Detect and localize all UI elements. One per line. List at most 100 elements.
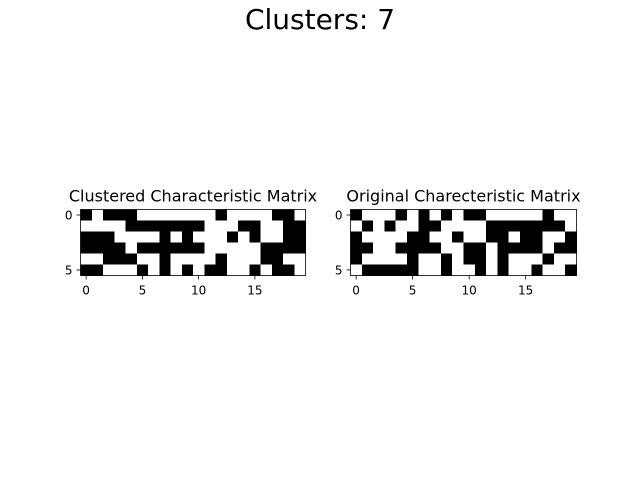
heatmap-cell <box>238 242 250 254</box>
heatmap-cell <box>429 264 442 276</box>
heatmap-cell <box>271 264 284 276</box>
heatmap-cell <box>103 220 115 232</box>
heatmap-cell <box>103 264 115 276</box>
heatmap-cell <box>114 242 126 254</box>
heatmap-cell <box>159 220 171 232</box>
heatmap-cell <box>520 220 532 232</box>
heatmap-cell <box>497 231 509 243</box>
heatmap-cell <box>531 253 543 265</box>
heatmap-cell <box>80 220 93 232</box>
heatmap-cell <box>148 231 160 243</box>
heatmap-cell <box>429 220 442 232</box>
heatmap-cell <box>204 242 216 254</box>
heatmap-cell <box>361 209 374 221</box>
heatmap-cell <box>215 253 228 265</box>
heatmap-cell <box>125 242 138 254</box>
heatmap-cell <box>170 264 183 276</box>
heatmap-cell <box>497 253 509 265</box>
heatmap-cell <box>80 242 93 254</box>
heatmap-cell <box>452 253 464 265</box>
heatmap-cell <box>148 264 160 276</box>
heatmap-cell <box>508 231 521 243</box>
heatmap-cell <box>114 220 126 232</box>
axes-frame <box>80 209 306 276</box>
heatmap-cell <box>361 220 374 232</box>
heatmap-cell <box>474 253 487 265</box>
heatmap-cell <box>384 253 396 265</box>
heatmap-cell <box>440 220 453 232</box>
heatmap-cell <box>384 209 396 221</box>
heatmap-cell <box>103 231 115 243</box>
heatmap-cell <box>283 264 295 276</box>
heatmap-cell <box>125 253 138 265</box>
heatmap-cell <box>181 231 194 243</box>
heatmap-cell <box>373 264 385 276</box>
heatmap-cell <box>215 264 228 276</box>
heatmap-cell <box>463 231 476 243</box>
x-tick-label: 0 <box>82 284 90 298</box>
heatmap-cell <box>531 220 543 232</box>
heatmap-cell <box>565 209 577 221</box>
heatmap-cell <box>260 264 273 276</box>
heatmap-cell <box>170 209 183 221</box>
heatmap-cell <box>91 220 104 232</box>
heatmap-cell <box>497 209 509 221</box>
heatmap-cell <box>159 264 171 276</box>
heatmap-cell <box>136 253 149 265</box>
heatmap-cell <box>531 264 543 276</box>
heatmap-cell <box>283 209 295 221</box>
x-tick-label: 15 <box>247 284 262 298</box>
heatmap-cell <box>181 253 194 265</box>
heatmap-cell <box>520 209 532 221</box>
heatmap-cell <box>407 242 419 254</box>
heatmap-cell <box>463 253 476 265</box>
heatmap-cell <box>204 220 216 232</box>
heatmap-cell <box>395 231 408 243</box>
heatmap-cell <box>429 253 442 265</box>
heatmap-cell <box>440 253 453 265</box>
heatmap-cell <box>395 209 408 221</box>
heatmap-cell <box>226 231 239 243</box>
heatmap-cell <box>520 231 532 243</box>
heatmap-cell <box>350 253 363 265</box>
heatmap-cell <box>170 220 183 232</box>
heatmap-cell <box>463 242 476 254</box>
heatmap-cell <box>80 231 93 243</box>
heatmap-cell <box>407 220 419 232</box>
heatmap-cell <box>181 264 194 276</box>
heatmap-cell <box>159 253 171 265</box>
heatmap-cell <box>114 209 126 221</box>
heatmap-cell <box>238 253 250 265</box>
heatmap-cell <box>542 220 555 232</box>
heatmap-cell <box>463 264 476 276</box>
heatmap-cell <box>395 220 408 232</box>
heatmap-cell <box>452 264 464 276</box>
heatmap-cell <box>249 264 261 276</box>
heatmap-cell <box>271 231 284 243</box>
heatmap-cell <box>193 220 205 232</box>
heatmap-cell <box>215 220 228 232</box>
heatmap-cell <box>508 253 521 265</box>
heatmap-cell <box>384 231 396 243</box>
heatmap-cell <box>373 209 385 221</box>
heatmap-cell <box>350 209 363 221</box>
heatmap-cell <box>429 209 442 221</box>
heatmap-cell <box>91 242 104 254</box>
heatmap-cell <box>193 242 205 254</box>
heatmap-cell <box>80 264 93 276</box>
heatmap-cell <box>249 220 261 232</box>
heatmap-cell <box>508 220 521 232</box>
heatmap-cell <box>215 231 228 243</box>
heatmap-cell <box>486 242 498 254</box>
heatmap-cell <box>418 264 430 276</box>
heatmap-cell <box>440 264 453 276</box>
heatmap-cell <box>350 264 363 276</box>
heatmap-cell <box>542 242 555 254</box>
heatmap-cell <box>215 242 228 254</box>
heatmap-cell <box>395 264 408 276</box>
heatmap-cell <box>520 242 532 254</box>
heatmap-cell <box>429 231 442 243</box>
heatmap-cell <box>407 264 419 276</box>
heatmap-cell <box>260 253 273 265</box>
heatmap-cell <box>553 253 566 265</box>
